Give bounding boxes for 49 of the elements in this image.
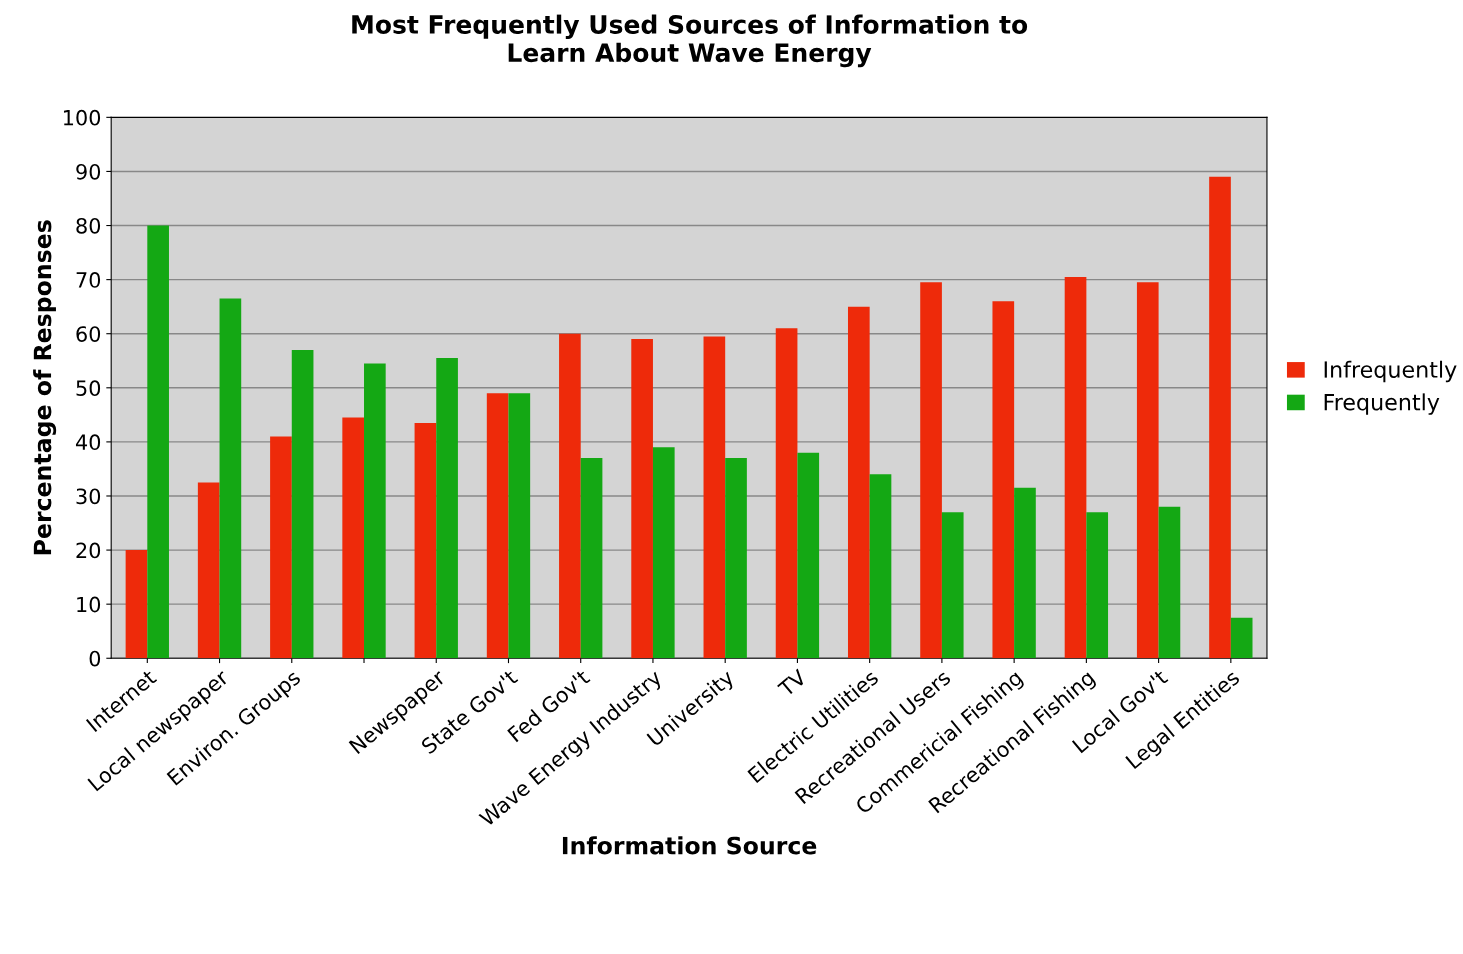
y-tick-label: 70 [76, 272, 101, 288]
y-tick-label: 10 [77, 596, 101, 613]
bar [992, 301, 1015, 659]
y-tick-label: 20 [76, 542, 101, 559]
legend-label: Infrequently [1324, 360, 1457, 383]
bar [1158, 506, 1181, 659]
bar [631, 339, 653, 659]
bar [703, 336, 726, 659]
bar [197, 482, 220, 659]
bar [652, 447, 675, 659]
y-tick-label: 100 [63, 109, 101, 126]
bar [1230, 617, 1253, 659]
bar [414, 422, 437, 659]
bar [508, 393, 531, 659]
y-tick-label: 30 [76, 488, 101, 505]
y-tick-label: 40 [75, 434, 101, 451]
bar [775, 328, 798, 659]
bar [364, 363, 386, 659]
bar [270, 436, 292, 659]
y-tick-label: 0 [89, 650, 101, 667]
y-tick-label: 80 [76, 217, 101, 234]
bar [219, 298, 242, 659]
bar [559, 333, 581, 659]
bar [125, 550, 148, 659]
bar [725, 458, 747, 659]
y-tick-label: 60 [76, 326, 101, 342]
chart-title: Most Frequently Used Sources of Information to Learn About Wave Energy [352, 14, 1028, 68]
bar [1209, 176, 1231, 659]
bar [1014, 487, 1036, 659]
y-tick-label: 50 [76, 380, 101, 397]
bar [941, 512, 964, 659]
bar [342, 417, 365, 659]
bar [436, 358, 458, 659]
bar [1136, 282, 1159, 659]
bar [797, 452, 820, 659]
bar [869, 474, 892, 659]
bar [147, 225, 169, 659]
legend-label: Frequently [1324, 393, 1440, 415]
x-tick-label: TV [777, 668, 808, 698]
bar [920, 282, 942, 659]
bar [1064, 276, 1087, 659]
bar [486, 393, 509, 659]
y-tick-label: 90 [76, 163, 101, 180]
bar [291, 349, 314, 659]
y-axis-title: Percentage of Responses [33, 220, 57, 555]
bar [847, 306, 870, 659]
bar [580, 458, 603, 659]
x-axis-title: Information Source [562, 836, 817, 855]
bar [1086, 512, 1109, 659]
